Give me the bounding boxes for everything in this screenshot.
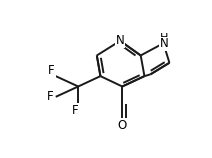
Text: F: F [47,90,54,103]
Text: F: F [48,64,55,77]
Text: H: H [160,33,168,43]
Text: O: O [118,119,127,132]
Text: N: N [116,34,124,47]
Text: F: F [72,104,78,117]
Text: N: N [160,37,169,50]
